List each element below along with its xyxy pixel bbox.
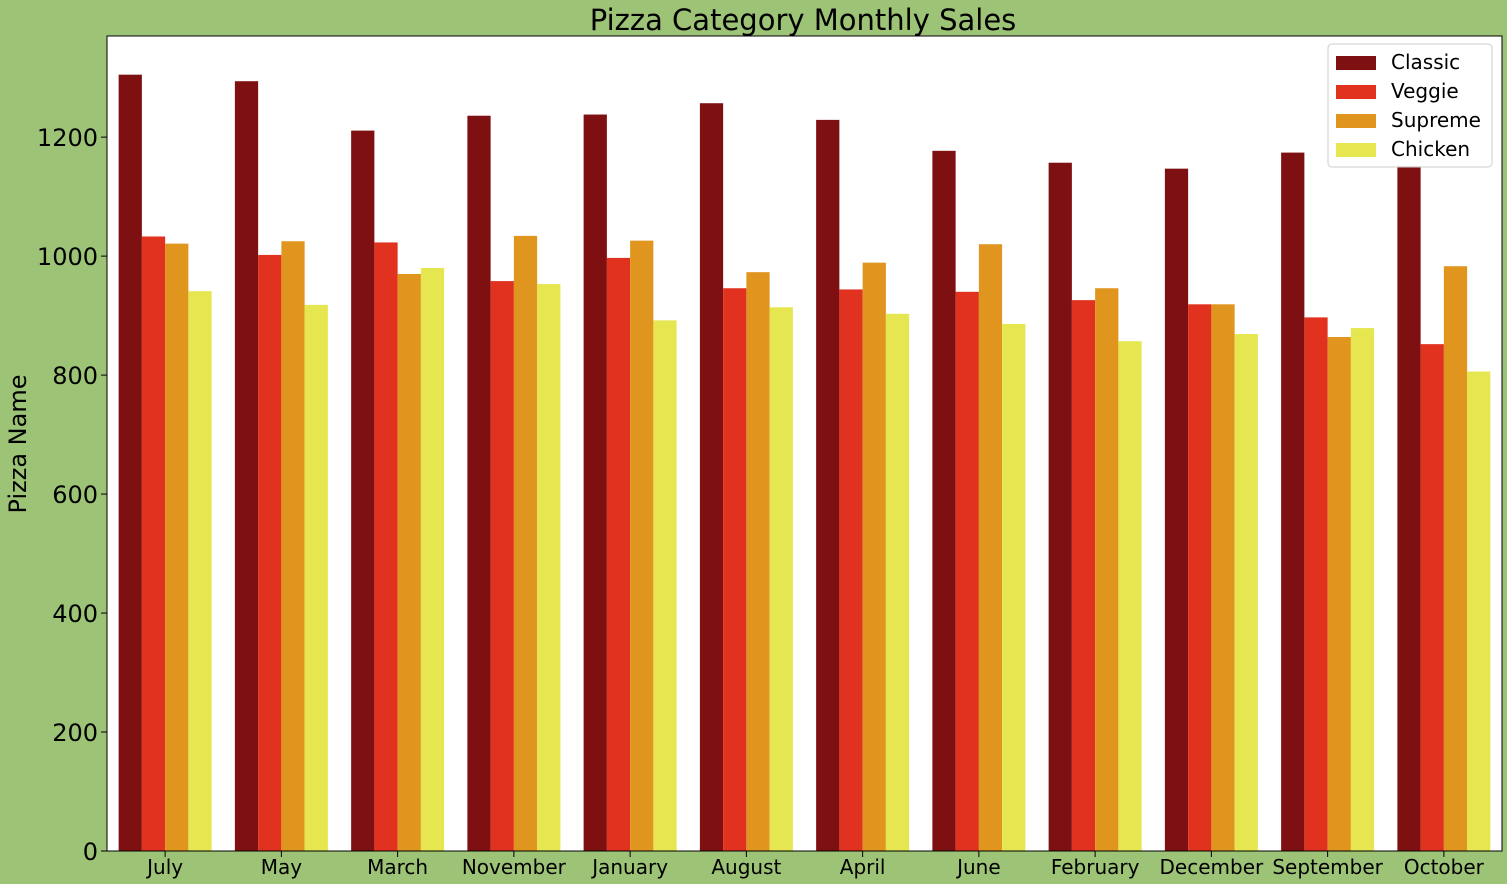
y-tick-label: 1200 [37,124,98,152]
bar-chicken-december [1234,334,1258,851]
bar-chicken-january [653,320,677,851]
y-tick-label: 600 [52,481,98,509]
x-tick-label-september: September [1272,855,1383,879]
x-tick-label-march: March [367,855,428,879]
bar-chicken-april [885,313,910,851]
bars-group [118,74,1491,852]
bar-chicken-august [769,307,793,851]
bar-supreme-july [165,243,189,851]
legend-box [1327,43,1493,168]
y-axis-ticks: 0 200 400 600 800 1000 1200 [37,124,107,866]
bar-chicken-september [1350,328,1375,852]
bar-veggie-november [490,281,514,852]
legend-label-classic: Classic [1391,50,1460,74]
bar-veggie-august [723,288,747,852]
legend-swatch-classic [1336,56,1376,70]
y-axis-label: Pizza Name [4,375,32,514]
plot-area [107,36,1502,851]
x-tick-label-august: August [711,855,781,879]
bar-classic-february [1048,162,1072,851]
bar-supreme-february [1095,288,1119,852]
x-tick-label-may: May [261,855,303,879]
bar-supreme-march [397,273,421,852]
bar-veggie-december [1188,304,1212,851]
bar-chicken-july [188,291,212,852]
legend-label-supreme: Supreme [1391,108,1481,132]
bar-chicken-may [304,304,328,851]
bar-classic-april [816,119,840,851]
bar-classic-august [699,103,724,852]
x-tick-label-october: October [1404,855,1485,879]
x-tick-label-february: February [1051,855,1140,879]
y-tick-label: 800 [52,362,98,390]
bar-veggie-may [258,254,282,852]
bar-chicken-march [420,268,445,851]
x-tick-label-june: June [955,855,1001,879]
bar-classic-may [234,81,259,851]
bar-classic-july [118,74,142,852]
bar-classic-october [1397,165,1421,851]
bar-chicken-february [1118,341,1142,851]
bar-classic-september [1281,152,1305,852]
bar-classic-december [1164,168,1189,851]
x-tick-label-april: April [840,855,886,879]
bar-veggie-september [1304,317,1328,851]
bar-veggie-june [955,291,979,851]
bar-chicken-october [1467,371,1491,851]
bar-classic-november [467,115,491,852]
bar-chicken-june [1002,323,1026,851]
bar-veggie-february [1071,300,1096,851]
legend-label-veggie: Veggie [1391,79,1459,103]
y-tick-label: 200 [52,719,98,747]
bar-classic-june [932,150,956,851]
bar-supreme-november [513,235,538,851]
y-tick-label: 0 [83,838,98,866]
bar-supreme-june [978,244,1003,851]
legend-label-chicken: Chicken [1391,137,1470,161]
x-axis-ticks: July May March November January August April Ju… [145,851,1485,879]
y-tick-label: 400 [52,600,98,628]
bar-supreme-may [281,241,305,852]
bar-supreme-january [630,240,654,851]
legend-swatch-supreme [1336,114,1376,128]
legend-swatch-chicken [1336,143,1376,157]
bar-supreme-december [1211,304,1235,851]
plot-frame [106,35,1503,852]
bar-classic-january [583,114,607,851]
bar-veggie-january [606,257,631,851]
bar-classic-march [351,130,375,852]
y-tick-label: 1000 [37,243,98,271]
chart-title: Pizza Category Monthly Sales [590,3,1017,37]
bar-veggie-april [839,289,863,851]
bar-chicken-november [537,284,561,851]
bar-supreme-september [1327,337,1351,851]
x-tick-label-november: November [462,855,567,879]
x-tick-label-december: December [1160,855,1264,879]
bar-veggie-march [374,242,398,851]
bar-veggie-october [1420,344,1444,851]
bar-supreme-october [1443,266,1468,852]
legend: Classic Veggie Supreme Chicken [1327,43,1493,168]
bar-supreme-april [862,262,886,851]
bar-veggie-july [141,236,166,852]
x-tick-label-july: July [145,855,183,879]
legend-swatch-veggie [1336,85,1376,99]
bar-supreme-august [746,272,770,851]
x-tick-label-january: January [590,855,668,879]
